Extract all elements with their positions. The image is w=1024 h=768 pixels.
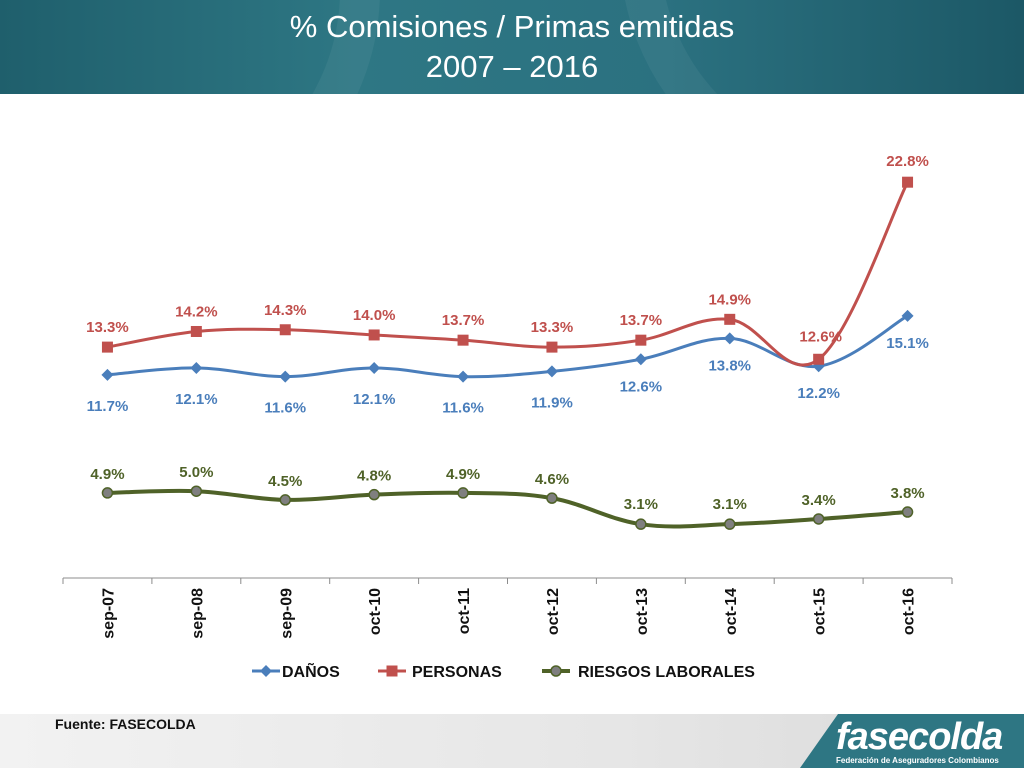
series-line-riesgos-laborales <box>107 488 908 529</box>
data-point <box>901 309 914 322</box>
data-point <box>813 353 825 365</box>
data-point <box>101 368 114 381</box>
x-tick-label: oct-14 <box>723 588 740 635</box>
data-label: 13.7% <box>442 312 485 329</box>
data-point <box>190 361 203 374</box>
x-tick-label: sep-09 <box>278 588 295 639</box>
data-point <box>457 370 470 383</box>
data-point <box>635 334 647 346</box>
data-label: 4.6% <box>535 471 569 488</box>
data-point <box>279 324 291 336</box>
data-label: 11.7% <box>87 398 129 415</box>
data-point <box>724 518 736 530</box>
data-label: 11.6% <box>442 400 484 417</box>
data-label: 4.8% <box>357 468 391 485</box>
series-line-personas <box>107 181 909 367</box>
data-point <box>101 341 113 353</box>
data-label: 12.1% <box>175 391 218 408</box>
x-tick-label: oct-11 <box>456 588 473 634</box>
data-label: 13.3% <box>86 319 129 336</box>
x-tick-label: sep-07 <box>100 588 117 639</box>
data-label: 4.9% <box>446 466 480 483</box>
data-label: 11.6% <box>264 400 306 417</box>
data-label: 12.6% <box>620 378 663 395</box>
data-point <box>368 329 380 341</box>
x-tick-label: oct-12 <box>545 588 562 635</box>
data-label: 12.2% <box>797 385 840 402</box>
data-label: 14.2% <box>175 303 218 320</box>
data-point <box>635 518 647 530</box>
data-label: 3.1% <box>624 496 658 513</box>
data-point <box>101 487 114 499</box>
data-point <box>457 487 469 499</box>
data-label: 11.9% <box>531 394 573 411</box>
line-chart: sep-07 sep-08 sep-09 oct-10 oct-11 oct-12 oct-… <box>62 153 953 681</box>
legend-label: DAÑOS <box>282 661 340 681</box>
data-label: 4.5% <box>268 473 302 490</box>
data-label: 15.1% <box>886 335 929 352</box>
data-point <box>902 176 914 188</box>
data-label: 3.8% <box>890 485 924 502</box>
fasecolda-logo: fasecolda <box>836 716 1003 758</box>
data-point <box>457 334 469 346</box>
x-tick-label: oct-13 <box>634 588 651 635</box>
data-label: 12.6% <box>799 328 842 345</box>
series-line-da-os <box>107 314 909 379</box>
data-label: 13.7% <box>620 312 663 329</box>
data-label: 3.1% <box>713 496 747 513</box>
x-tick-label: oct-16 <box>901 588 918 635</box>
legend-label: PERSONAS <box>412 664 502 681</box>
data-point <box>723 332 736 345</box>
data-point <box>279 494 291 506</box>
data-point <box>812 513 825 525</box>
title-banner: % Comisiones / Primas emitidas 2007 – 20… <box>0 0 1024 94</box>
legend-marker <box>386 665 398 677</box>
logo-band <box>800 714 1024 768</box>
x-tick-label: oct-15 <box>812 588 829 635</box>
data-point <box>546 492 558 504</box>
data-label: 14.0% <box>353 307 396 324</box>
source-note: Fuente: FASECOLDA <box>55 716 196 732</box>
data-label: 14.9% <box>708 291 751 308</box>
data-label: 13.3% <box>531 319 574 336</box>
data-point <box>634 353 647 366</box>
legend-label: RIESGOS LABORALES <box>578 664 755 681</box>
slide-title: % Comisiones / Primas emitidas <box>289 9 735 44</box>
data-label: 4.9% <box>90 466 124 483</box>
data-point <box>546 341 558 353</box>
slide-subtitle: 2007 – 2016 <box>425 49 599 84</box>
data-point <box>368 488 380 501</box>
data-label: 3.4% <box>802 492 836 509</box>
data-point <box>190 325 202 337</box>
data-point <box>368 361 381 374</box>
legend-marker <box>550 665 562 677</box>
logo-tagline: Federación de Aseguradores Colombianos <box>836 756 999 765</box>
data-label: 5.0% <box>179 464 213 481</box>
data-label: 13.8% <box>708 357 751 374</box>
x-tick-label: sep-08 <box>189 588 206 639</box>
x-tick-label: oct-10 <box>367 588 384 635</box>
data-point <box>190 485 203 497</box>
data-label: 22.8% <box>886 153 929 170</box>
data-label: 14.3% <box>264 302 307 319</box>
data-point <box>724 313 736 325</box>
data-point <box>545 365 558 378</box>
data-label: 12.1% <box>353 391 396 408</box>
legend-marker <box>260 665 272 677</box>
data-point <box>279 370 292 383</box>
data-point <box>901 506 914 518</box>
